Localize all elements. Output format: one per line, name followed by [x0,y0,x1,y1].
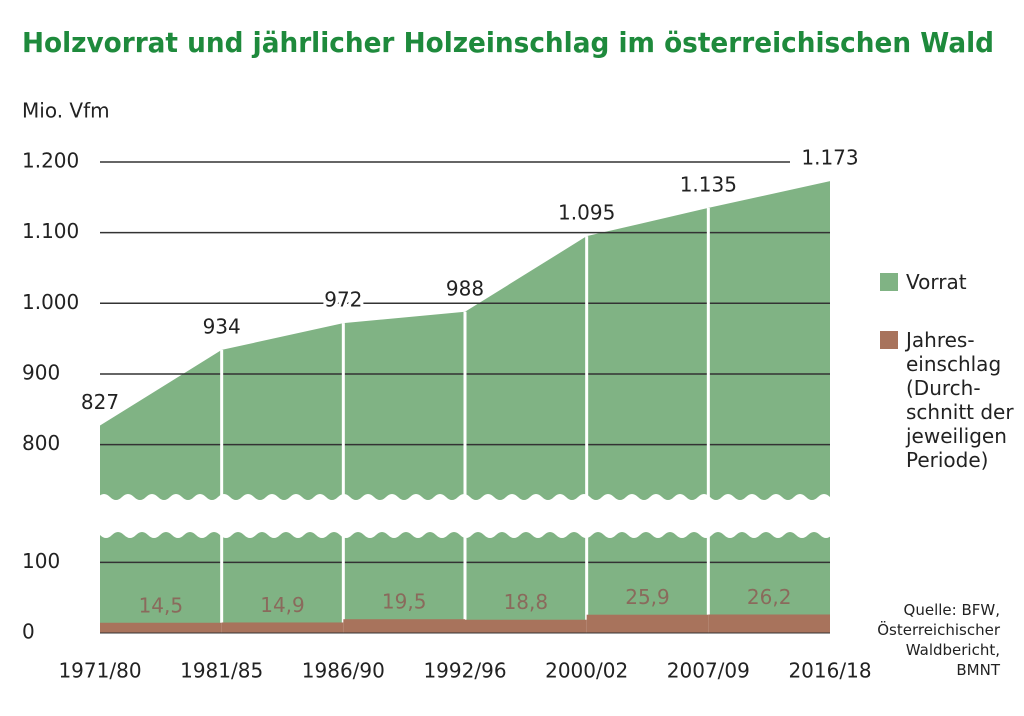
legend-swatch [880,331,898,349]
value-label: 1.095 [558,201,615,225]
x-tick-label: 1992/96 [423,659,506,683]
x-tick-label: 2016/18 [788,659,871,683]
y-tick-label: 900 [22,360,60,384]
y-tick-label: 800 [22,431,60,455]
y-tick-label: 1.200 [22,149,79,173]
bar [465,619,587,633]
legend-entry: Jahres- einschlag (Durch- schnitt der je… [880,328,1014,472]
bar [586,614,709,633]
y-tick-label: 1.000 [22,290,79,314]
bar [100,622,222,633]
chart-title: Holzvorrat und jährlicher Holzeinschlag … [22,26,994,59]
legend-entry: Vorrat [880,270,967,294]
bar [708,614,830,633]
value-label: 14,9 [260,593,305,617]
bar [221,622,344,633]
y-tick-label: 1.100 [22,219,79,243]
x-tick-label: 1986/90 [302,659,385,683]
value-label: 934 [203,314,241,338]
value-label: 18,8 [504,590,549,614]
legend-label: Jahres- einschlag (Durch- schnitt der je… [906,328,1014,472]
legend-label: Vorrat [906,270,967,294]
value-label: 972 [324,288,362,312]
y-tick-label: 0 [22,620,35,644]
value-label: 19,5 [382,590,427,614]
value-label: 988 [446,276,484,300]
value-label: 1.173 [801,146,858,170]
axis-break [88,494,842,538]
y-tick-label: 100 [22,549,60,573]
bar [343,619,465,633]
value-label: 14,5 [139,593,184,617]
x-tick-label: 2000/02 [545,659,628,683]
value-label: 26,2 [747,585,792,609]
x-tick-label: 2007/09 [667,659,750,683]
value-label: 1.135 [680,172,737,196]
x-tick-label: 1981/85 [180,659,263,683]
y-axis-label: Mio. Vfm [22,99,110,123]
value-label: 827 [81,390,119,414]
x-tick-label: 1971/80 [58,659,141,683]
value-label: 25,9 [625,585,670,609]
source-note: Quelle: BFW, Österreichischer Waldberich… [877,601,1000,679]
legend-swatch [880,273,898,291]
